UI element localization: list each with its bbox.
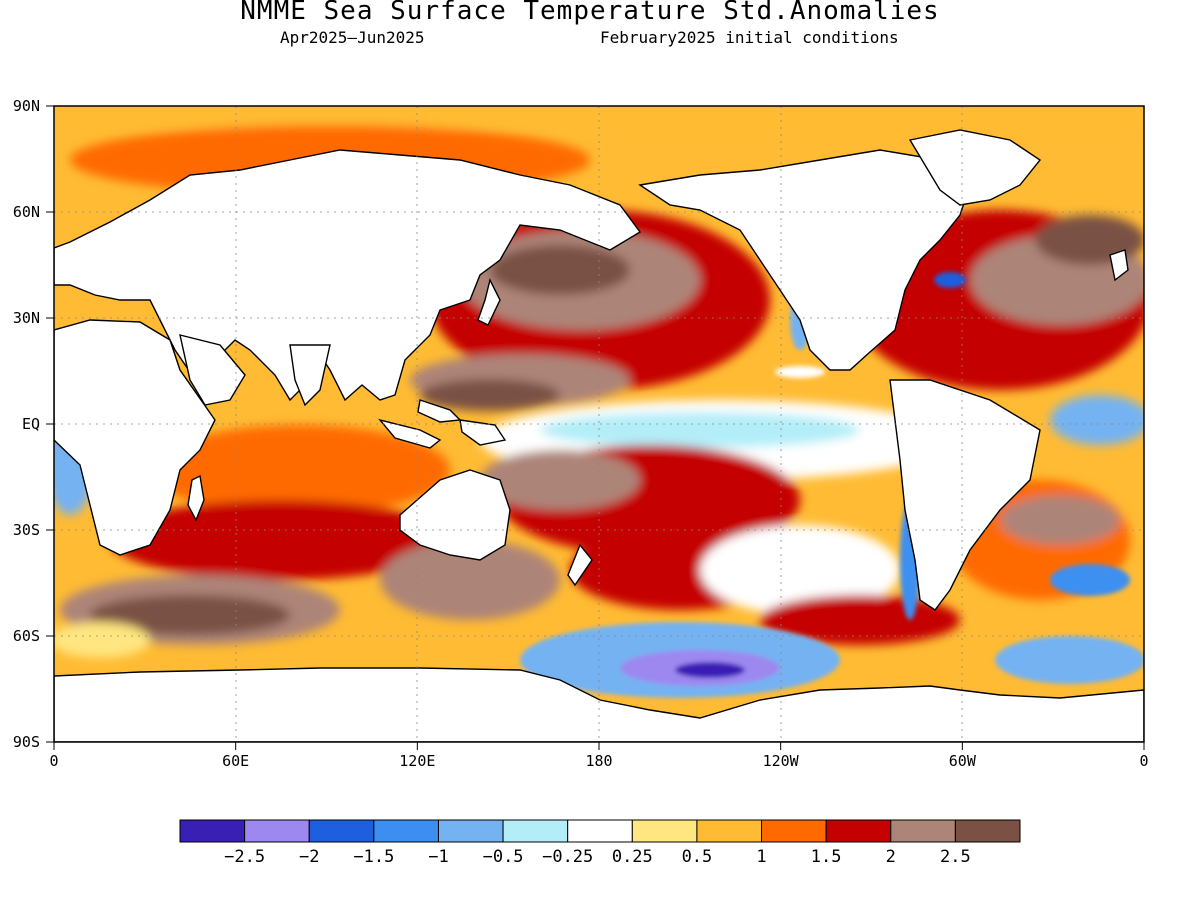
colorbar-swatch xyxy=(954,819,1021,843)
lon-tick-label: 60E xyxy=(222,752,249,770)
colorbar-swatch xyxy=(373,819,439,843)
colorbar-label: 2.5 xyxy=(940,847,971,867)
colorbar-label: 0.25 xyxy=(612,847,653,867)
lat-tick-label: 30S xyxy=(13,521,40,539)
colorbar-swatch xyxy=(437,819,504,843)
colorbar-label: −2.5 xyxy=(224,847,265,867)
initial-conditions: February2025 initial conditions xyxy=(600,28,899,47)
colorbar-label: −1 xyxy=(428,847,448,867)
colorbar-swatch xyxy=(179,819,246,843)
lon-tick-label: 60W xyxy=(949,752,977,770)
map-title: NMME Sea Surface Temperature Std.Anomali… xyxy=(240,0,940,26)
anomaly-field xyxy=(54,106,1144,742)
forecast-period: Apr2025–Jun2025 xyxy=(280,28,425,47)
colorbar-label: −0.5 xyxy=(483,847,524,867)
lat-tick-label: EQ xyxy=(22,415,40,433)
lat-tick-label: 90N xyxy=(13,97,40,115)
colorbar-swatch xyxy=(825,819,892,843)
lat-tick-label: 60N xyxy=(13,203,40,221)
colorbar-swatch xyxy=(244,819,310,843)
colorbar-label: −0.25 xyxy=(542,847,593,867)
lat-tick-label: 30N xyxy=(13,309,40,327)
colorbar-label: 1 xyxy=(756,847,766,867)
colorbar-swatch xyxy=(308,819,375,843)
colorbar-label: −1.5 xyxy=(353,847,394,867)
colorbar-swatch xyxy=(890,819,956,843)
lat-tick-label: 90S xyxy=(13,733,40,751)
colorbar: −2.5 −2 −1.5 −1 −0.5 −0.25 0.25 0.5 1 1.5 2 2.5 xyxy=(179,819,1021,867)
colorbar-swatch xyxy=(761,819,827,843)
grid-lines xyxy=(54,106,1144,742)
colorbar-label: 1.5 xyxy=(811,847,842,867)
lon-tick-label: 120E xyxy=(399,752,435,770)
colorbar-label: −2 xyxy=(299,847,319,867)
land-masses xyxy=(54,129,1144,742)
colorbar-swatch xyxy=(631,819,698,843)
lon-tick-label: 0 xyxy=(49,752,58,770)
colorbar-label: 2 xyxy=(886,847,896,867)
colorbar-swatch xyxy=(567,819,633,843)
colorbar-swatch xyxy=(696,819,763,843)
colorbar-label: 0.5 xyxy=(682,847,713,867)
lat-tick-label: 60S xyxy=(13,627,40,645)
lon-tick-label: 180 xyxy=(585,752,612,770)
latitude-axis: 90N 60N 30N EQ 30S 60S 90S xyxy=(13,97,54,751)
longitude-axis: 0 60E 120E 180 120W 60W 0 xyxy=(49,742,1149,770)
colorbar-swatch xyxy=(502,819,569,843)
lon-tick-label: 120W xyxy=(763,752,800,770)
lon-tick-label: 0 xyxy=(1139,752,1148,770)
